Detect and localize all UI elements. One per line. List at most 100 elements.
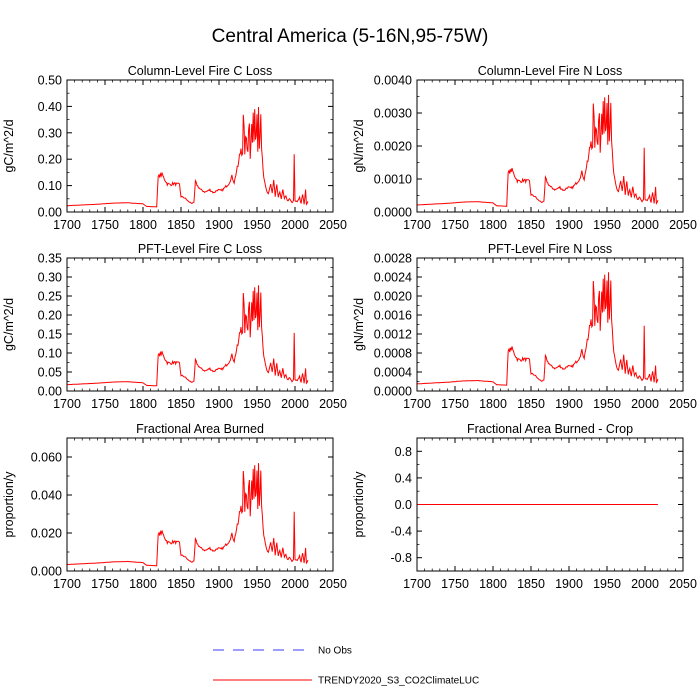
x-tick-label: 1750 (91, 397, 119, 411)
y-tick-label: 0.30 (38, 271, 62, 285)
chart-panel-6: Fractional Area Burned - Crop proportion/… (352, 422, 697, 591)
x-tick-label: 1950 (243, 218, 271, 232)
x-tick-label: 1900 (555, 577, 583, 591)
y-tick-label: 0.0040 (374, 74, 412, 88)
x-tick-label: 1800 (129, 577, 157, 591)
x-tick-label: 1950 (593, 218, 621, 232)
chart-panel-1: Column-Level Fire C Loss gC/m^2/d 1700 1750… (2, 64, 347, 232)
x-tick-label: 1850 (517, 218, 545, 232)
x-tick-label: 1700 (403, 218, 431, 232)
y-tick-label: 0.15 (38, 328, 62, 342)
x-tick-label: 1900 (205, 218, 233, 232)
x-tick-label: 2000 (281, 577, 309, 591)
series-line-model (416, 272, 659, 386)
page-title: Central America (5-16N,95-75W) (211, 26, 489, 47)
x-tick-label: 1750 (441, 218, 469, 232)
chart-panel-3: PFT-Level Fire C Loss gC/m^2/d 1700 1750 180… (2, 242, 347, 411)
x-tick-label: 1950 (593, 397, 621, 411)
x-tick-label: 1800 (479, 397, 507, 411)
chart-panel-2: Column-Level Fire N Loss gN/m^2/d 1700 1750… (352, 64, 697, 232)
x-tick-label: 1950 (243, 577, 271, 591)
x-tick-label: 2050 (669, 397, 697, 411)
series-line-model (66, 106, 309, 208)
y-tick-label: 0.0000 (374, 385, 412, 399)
x-tick-label: 2050 (319, 397, 347, 411)
x-tick-label: 2000 (631, 397, 659, 411)
x-tick-label: 1800 (479, 577, 507, 591)
y-tick-label: 0.4 (395, 471, 412, 485)
x-tick-label: 1750 (441, 397, 469, 411)
x-tick-label: 1800 (129, 397, 157, 411)
y-tick-label: 0.0016 (374, 309, 412, 323)
y-tick-label: 0.8 (395, 445, 412, 459)
x-tick-label: 1700 (53, 218, 81, 232)
y-axis-label: gC/m^2/d (2, 298, 16, 351)
x-tick-label: 1950 (243, 397, 271, 411)
y-tick-label: 0.10 (38, 179, 62, 193)
series-line-model (66, 463, 309, 567)
y-axis-label: gN/m^2/d (352, 119, 366, 172)
y-tick-label: 0.00 (38, 206, 62, 220)
x-tick-label: 1850 (167, 577, 195, 591)
x-tick-label: 1700 (403, 397, 431, 411)
x-tick-label: 1850 (167, 397, 195, 411)
legend-label-1: No Obs (318, 646, 352, 657)
y-axis-label: proportion/y (2, 471, 16, 538)
legend: No Obs TRENDY2020_S3_CO2ClimateLUC (213, 646, 479, 687)
x-tick-label: 1800 (479, 218, 507, 232)
y-tick-label: 0.040 (31, 489, 62, 503)
x-tick-label: 1750 (91, 577, 119, 591)
y-tick-label: 0.20 (38, 309, 62, 323)
panel-title: Fractional Area Burned (136, 422, 264, 436)
y-tick-label: 0.0 (395, 498, 412, 512)
x-tick-label: 2000 (281, 218, 309, 232)
y-tick-label: 0.0012 (374, 328, 412, 342)
y-tick-label: 0.0020 (374, 290, 412, 304)
y-tick-label: 0.0030 (374, 107, 412, 121)
y-tick-label: 0.00 (38, 385, 62, 399)
y-tick-label: 0.0010 (374, 173, 412, 187)
plot-frame (66, 79, 334, 213)
x-tick-label: 1850 (167, 218, 195, 232)
y-tick-label: 0.0028 (374, 252, 412, 266)
y-tick-label: 0.0020 (374, 140, 412, 154)
plot-frame (66, 257, 334, 392)
x-tick-label: 1900 (205, 397, 233, 411)
y-tick-label: -0.8 (390, 551, 412, 565)
x-tick-label: 2050 (319, 218, 347, 232)
y-tick-label: 0.35 (38, 252, 62, 266)
x-tick-label: 2000 (631, 577, 659, 591)
x-tick-label: 1850 (517, 397, 545, 411)
panel-title: Column-Level Fire C Loss (128, 64, 273, 78)
x-tick-label: 2050 (669, 218, 697, 232)
x-tick-label: 2000 (631, 218, 659, 232)
x-tick-label: 1750 (441, 577, 469, 591)
plot-frame (416, 257, 684, 392)
y-tick-label: 0.0000 (374, 206, 412, 220)
y-tick-label: 0.05 (38, 366, 62, 380)
y-tick-label: 0.0008 (374, 347, 412, 361)
x-tick-label: 1700 (403, 577, 431, 591)
y-tick-label: 0.10 (38, 347, 62, 361)
x-tick-label: 1850 (517, 577, 545, 591)
series-line-model (416, 94, 659, 207)
series-line-model (66, 285, 309, 387)
panel-title: Fractional Area Burned - Crop (467, 422, 633, 436)
y-tick-label: 0.30 (38, 126, 62, 140)
x-tick-label: 1900 (205, 577, 233, 591)
y-tick-label: 0.25 (38, 290, 62, 304)
y-tick-label: 0.000 (31, 565, 62, 579)
x-tick-label: 1900 (555, 397, 583, 411)
y-axis-label: gC/m^2/d (2, 119, 16, 172)
x-tick-label: 1750 (91, 218, 119, 232)
chart-panel-4: PFT-Level Fire N Loss gN/m^2/d 1700 1750 180… (352, 242, 697, 411)
x-tick-label: 1800 (129, 218, 157, 232)
y-tick-label: 0.0004 (374, 366, 412, 380)
y-tick-label: 0.060 (31, 451, 62, 465)
x-tick-label: 1900 (555, 218, 583, 232)
panel-title: PFT-Level Fire N Loss (488, 242, 612, 256)
chart-panel-5: Fractional Area Burned proportion/y 1700 17… (2, 422, 347, 591)
x-tick-label: 1700 (53, 577, 81, 591)
y-tick-label: -0.4 (390, 525, 412, 539)
